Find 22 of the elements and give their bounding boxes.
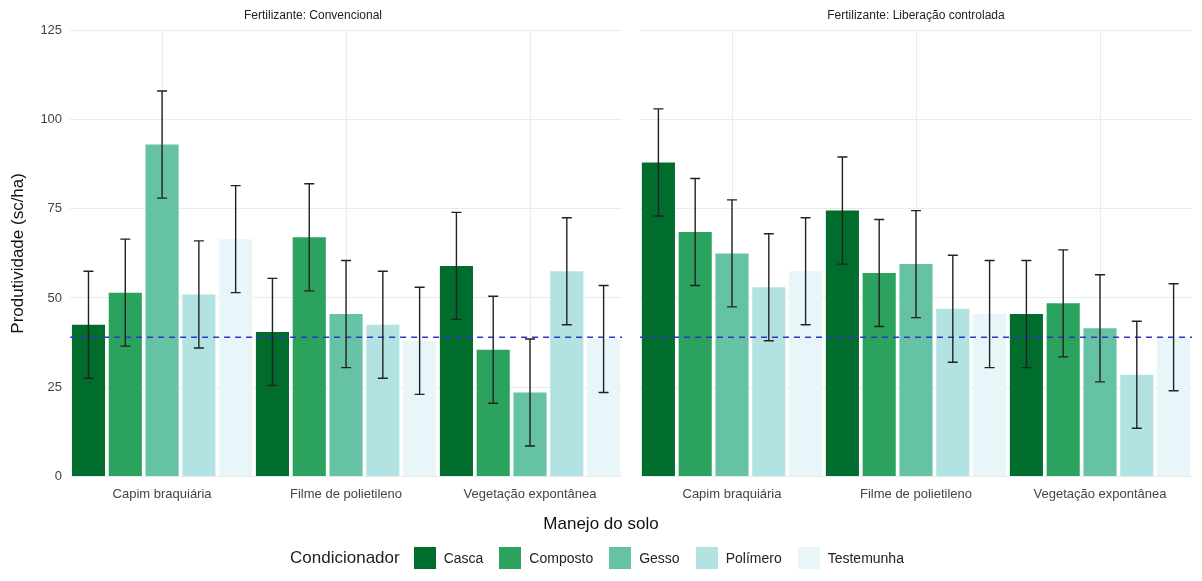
y-tick-label: 75 [47, 200, 63, 216]
legend-label: Polímero [725, 550, 782, 566]
legend-title: Condicionador [290, 548, 400, 568]
x-tick-label: Vegetação expontânea [463, 485, 598, 501]
x-tick-label: Capim braquiária [682, 485, 783, 501]
legend-label: Casca [443, 550, 484, 566]
y-axis-title: Produtividade (sc/ha) [7, 173, 27, 334]
chart-title: Fertilizante: Liberação controlada [827, 7, 1006, 22]
y-tick-label: 100 [40, 111, 63, 127]
x-axis-title: Manejo do solo [542, 513, 660, 535]
y-tick-label: 25 [47, 378, 63, 394]
chart-title: Fertilizante: Convencional [243, 7, 383, 22]
y-tick-label: 50 [47, 289, 63, 305]
legend-label: Composto [529, 550, 594, 566]
y-tick-label: 125 [40, 21, 63, 37]
legend-label: Gesso [639, 550, 680, 566]
x-tick-label: Vegetação expontânea [1033, 485, 1168, 501]
y-tick-label: 0 [54, 467, 63, 483]
legend-label: Testemunha [827, 550, 904, 566]
x-tick-label: Filme de polietileno [859, 485, 973, 501]
x-tick-label: Capim braquiária [112, 485, 213, 501]
x-tick-label: Filme de polietileno [290, 485, 403, 501]
